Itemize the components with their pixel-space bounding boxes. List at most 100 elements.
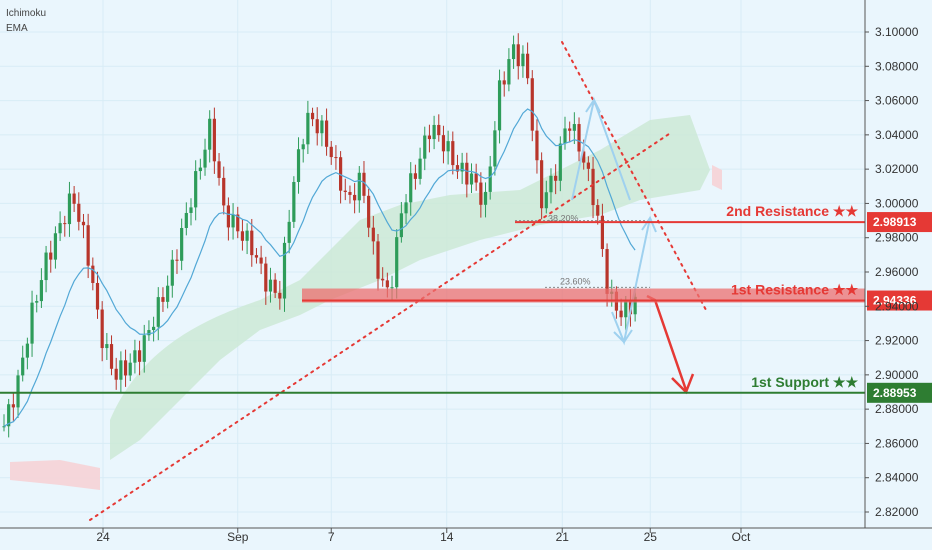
candle-body <box>259 257 263 264</box>
candle-body <box>254 255 259 258</box>
price-badge-label: 2.98913 <box>873 215 917 229</box>
candle-body <box>413 173 417 179</box>
time-tick-label: Sep <box>227 530 249 544</box>
candle-body <box>217 161 221 178</box>
candles <box>2 33 637 438</box>
candle-body <box>395 237 399 288</box>
candle-body <box>2 426 6 428</box>
candle-body <box>334 157 338 159</box>
candle-body <box>11 404 15 408</box>
candle-body <box>493 130 497 167</box>
candle-body <box>371 227 375 242</box>
price-badge <box>867 212 932 233</box>
candle-body <box>166 285 170 302</box>
candle-body <box>119 360 123 380</box>
level-label: 1st Resistance ★★ <box>731 282 858 298</box>
candle-body <box>418 158 422 179</box>
candle-body <box>7 404 11 427</box>
candle-body <box>502 80 506 85</box>
candle-body <box>479 182 483 205</box>
candle-body <box>324 120 329 147</box>
candle-body <box>488 166 492 192</box>
candle-body <box>483 191 488 205</box>
candle-body <box>315 119 319 134</box>
candle-body <box>137 350 142 362</box>
candle-body <box>399 213 403 238</box>
candle-body <box>353 194 357 201</box>
candle-body <box>390 287 394 289</box>
price-tick-label: 2.96000 <box>875 265 919 279</box>
candle-body <box>240 231 245 241</box>
candle-body <box>605 249 609 294</box>
level-label: 2nd Resistance ★★ <box>726 203 858 219</box>
candle-body <box>432 124 436 140</box>
price-badge <box>867 290 932 311</box>
price-tick-label: 2.84000 <box>875 471 919 485</box>
candle-body <box>329 146 333 158</box>
fib-label-23: 23.60% <box>560 276 591 286</box>
ema-line <box>3 108 636 427</box>
price-tick-label: 2.88000 <box>875 402 919 416</box>
candle-body <box>133 350 137 363</box>
candle-body <box>35 301 39 303</box>
candle-body <box>30 302 34 344</box>
candle-body <box>53 233 58 260</box>
candle-body <box>600 215 604 250</box>
candle-body <box>423 135 427 159</box>
candle-body <box>180 227 184 261</box>
price-tick-label: 2.86000 <box>875 436 919 450</box>
time-tick-label: 21 <box>556 530 570 544</box>
candle-body <box>278 292 282 299</box>
candle-body <box>521 53 525 67</box>
candle-body <box>385 280 389 288</box>
fib-label-38: 38.20% <box>548 214 579 224</box>
candle-body <box>362 172 366 196</box>
candle-body <box>86 225 90 266</box>
candle-body <box>376 241 380 279</box>
ichimoku-cloud <box>10 115 722 490</box>
candle-body <box>582 151 586 163</box>
candle-body <box>184 212 188 228</box>
candle-body <box>114 368 118 380</box>
candle-body <box>465 162 469 185</box>
candle-body <box>25 343 29 358</box>
time-tick-label: 25 <box>644 530 658 544</box>
candle-body <box>544 192 548 209</box>
candle-body <box>287 221 291 243</box>
price-tick-label: 2.98000 <box>875 231 919 245</box>
candle-body <box>72 193 76 204</box>
candle-body <box>16 375 20 408</box>
candle-body <box>161 297 165 302</box>
candle-body <box>357 172 361 201</box>
candle-body <box>67 193 72 225</box>
candle-body <box>619 310 623 318</box>
candle-body <box>170 259 174 286</box>
candle-body <box>301 144 305 150</box>
candle-body <box>147 330 151 336</box>
candle-body <box>208 118 212 150</box>
ema-polyline <box>3 108 636 427</box>
candle-body <box>49 252 53 260</box>
time-tick-label: 24 <box>96 530 110 544</box>
candle-body <box>282 242 287 299</box>
candle-body <box>226 205 230 228</box>
cloud-bullish <box>110 115 710 460</box>
candle-body <box>63 223 67 225</box>
candle-body <box>404 202 408 214</box>
indicator-ema[interactable]: EMA <box>6 23 28 34</box>
candle-body <box>507 59 511 85</box>
candle-body <box>339 157 343 191</box>
price-tick-label: 3.04000 <box>875 128 919 142</box>
candle-body <box>296 149 301 182</box>
price-tick-label: 3.06000 <box>875 94 919 108</box>
cloud-bearish-edge <box>712 165 722 190</box>
time-axis: 24 Sep 7 14 21 25 Oct <box>0 527 932 544</box>
candle-body <box>250 230 254 256</box>
indicator-ichimoku[interactable]: Ichimoku <box>6 8 46 19</box>
candle-body <box>530 78 534 131</box>
resistance-zone <box>302 288 865 303</box>
candle-body <box>591 168 595 206</box>
candle-body <box>39 280 43 302</box>
candle-body <box>91 265 95 283</box>
level-label: 1st Support ★★ <box>751 374 858 390</box>
